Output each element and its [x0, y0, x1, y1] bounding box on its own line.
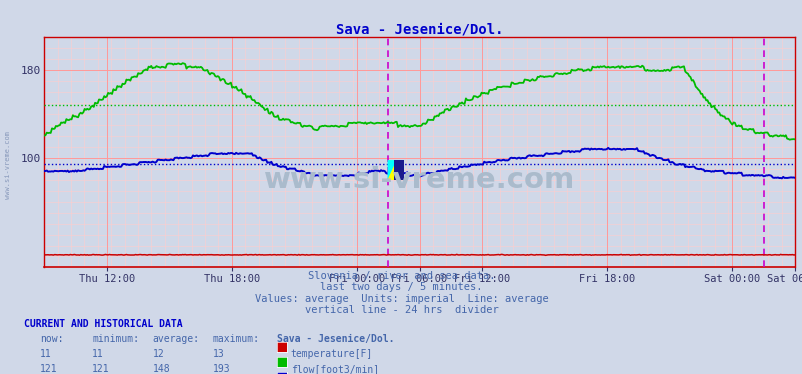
Text: 193: 193 [213, 364, 230, 374]
Text: www.si-vreme.com: www.si-vreme.com [264, 166, 574, 194]
Text: 121: 121 [40, 364, 58, 374]
Text: 121: 121 [92, 364, 110, 374]
Text: vertical line - 24 hrs  divider: vertical line - 24 hrs divider [304, 305, 498, 315]
Bar [394, 160, 403, 180]
Text: Values: average  Units: imperial  Line: average: Values: average Units: imperial Line: av… [254, 294, 548, 304]
Text: temperature[F]: temperature[F] [290, 349, 372, 359]
Text: 11: 11 [92, 349, 104, 359]
Text: 13: 13 [213, 349, 225, 359]
Polygon shape [394, 168, 403, 180]
Text: maximum:: maximum: [213, 334, 260, 344]
Text: 11: 11 [40, 349, 52, 359]
Text: 148: 148 [152, 364, 170, 374]
Text: last two days / 5 minutes.: last two days / 5 minutes. [320, 282, 482, 292]
Text: www.si-vreme.com: www.si-vreme.com [5, 131, 11, 199]
Text: now:: now: [40, 334, 63, 344]
Text: CURRENT AND HISTORICAL DATA: CURRENT AND HISTORICAL DATA [24, 319, 183, 329]
Polygon shape [387, 160, 396, 180]
Text: Slovenia / river and sea data.: Slovenia / river and sea data. [307, 271, 495, 281]
Title: Sava - Jesenice/Dol.: Sava - Jesenice/Dol. [335, 22, 503, 36]
Text: average:: average: [152, 334, 200, 344]
Text: 12: 12 [152, 349, 164, 359]
Text: flow[foot3/min]: flow[foot3/min] [290, 364, 379, 374]
Text: minimum:: minimum: [92, 334, 140, 344]
Text: Sava - Jesenice/Dol.: Sava - Jesenice/Dol. [277, 334, 394, 344]
Bar [387, 160, 396, 180]
